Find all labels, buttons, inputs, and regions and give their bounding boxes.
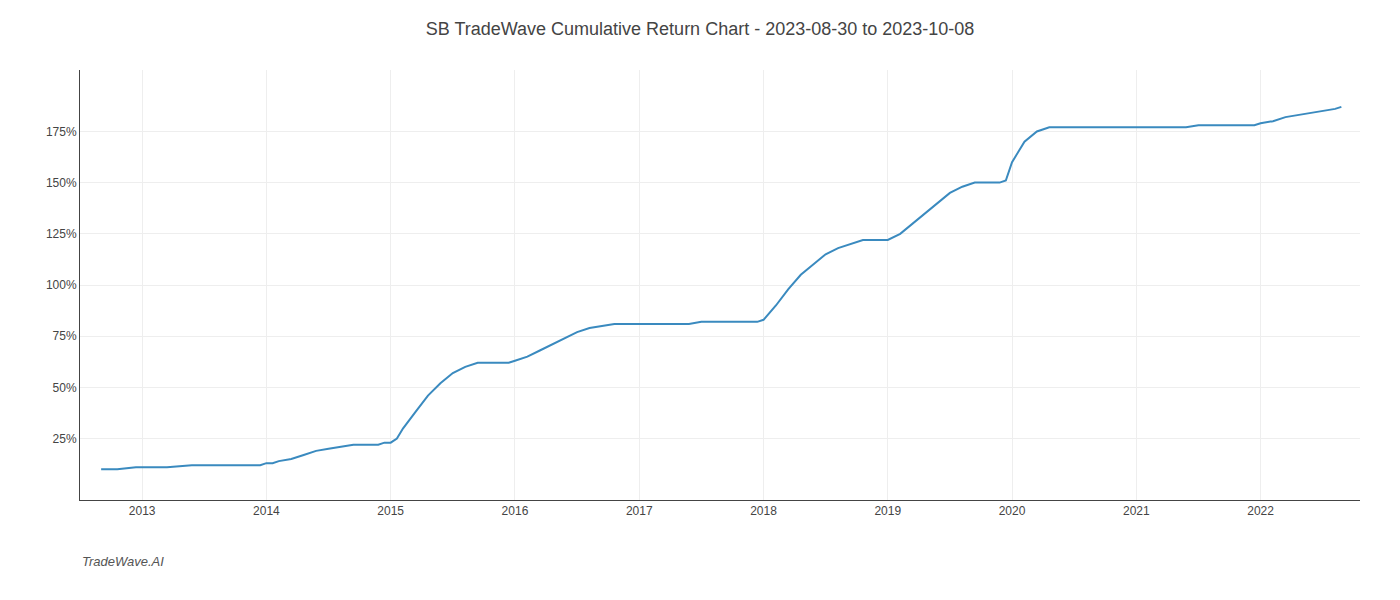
svg-text:2018: 2018 — [750, 504, 777, 518]
svg-text:2022: 2022 — [1247, 504, 1274, 518]
svg-text:2019: 2019 — [874, 504, 901, 518]
svg-text:75%: 75% — [53, 329, 77, 343]
svg-text:SB TradeWave Cumulative Return: SB TradeWave Cumulative Return Chart - 2… — [426, 19, 975, 39]
svg-text:2021: 2021 — [1123, 504, 1150, 518]
svg-text:2014: 2014 — [253, 504, 280, 518]
svg-text:2016: 2016 — [502, 504, 529, 518]
svg-text:100%: 100% — [46, 278, 77, 292]
svg-text:2017: 2017 — [626, 504, 653, 518]
svg-text:150%: 150% — [46, 176, 77, 190]
svg-text:2015: 2015 — [377, 504, 404, 518]
svg-text:25%: 25% — [53, 432, 77, 446]
svg-text:125%: 125% — [46, 227, 77, 241]
svg-text:TradeWave.AI: TradeWave.AI — [82, 554, 164, 569]
svg-text:50%: 50% — [53, 381, 77, 395]
svg-text:2020: 2020 — [999, 504, 1026, 518]
svg-text:175%: 175% — [46, 125, 77, 139]
svg-text:2013: 2013 — [129, 504, 156, 518]
